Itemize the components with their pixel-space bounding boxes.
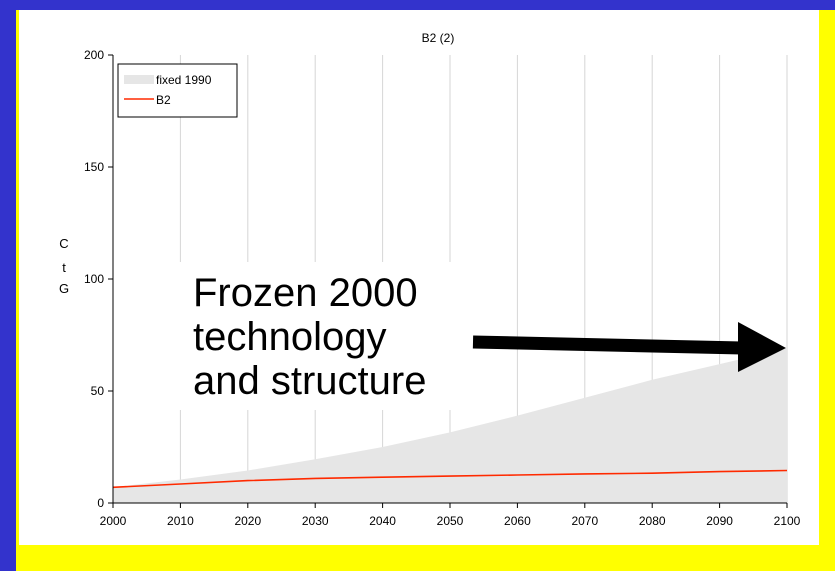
x-tick-label-2090: 2090: [706, 514, 733, 528]
y-axis-label-char-2: t: [62, 260, 66, 275]
y-tick-label-50: 50: [91, 384, 105, 398]
legend-swatch-fixed-1990: [124, 75, 154, 84]
x-tick-label-2080: 2080: [639, 514, 666, 528]
x-tick-label-2040: 2040: [369, 514, 396, 528]
chart-title: B2 (2): [422, 31, 455, 45]
legend-label-b2: B2: [156, 93, 171, 107]
x-tick-label-2050: 2050: [437, 514, 464, 528]
y-tick-label-100: 100: [84, 272, 104, 286]
x-tick-label-2000: 2000: [100, 514, 127, 528]
x-tick-label-2030: 2030: [302, 514, 329, 528]
legend-label-fixed-1990: fixed 1990: [156, 73, 212, 87]
annotation-line-1: Frozen 2000: [193, 271, 418, 315]
x-tick-label-2020: 2020: [234, 514, 261, 528]
annotation-line-3: and structure: [193, 359, 426, 403]
legend: fixed 1990 B2: [118, 64, 237, 117]
annotation-line-2: technology: [193, 315, 386, 359]
y-axis-label-char-3: G: [59, 281, 69, 296]
y-tick-label-0: 0: [97, 496, 104, 510]
y-tick-label-200: 200: [84, 48, 104, 62]
y-tick-label-150: 150: [84, 160, 104, 174]
x-tick-label-2010: 2010: [167, 514, 194, 528]
y-axis-label-char-1: C: [59, 236, 68, 251]
arrow-shaft: [473, 342, 742, 348]
x-tick-label-2070: 2070: [571, 514, 598, 528]
annotation-arrow: [473, 322, 786, 372]
x-tick-label-2060: 2060: [504, 514, 531, 528]
y-axis-label: C t G: [59, 236, 69, 296]
x-tick-label-2100: 2100: [774, 514, 801, 528]
legend-box: [118, 64, 237, 117]
